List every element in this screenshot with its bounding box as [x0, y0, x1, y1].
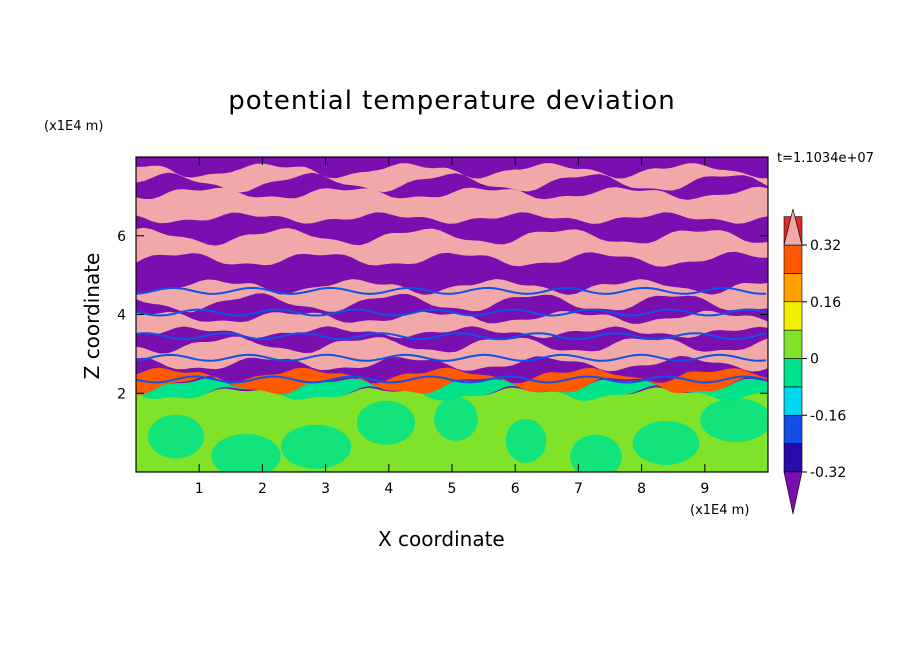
colorbar: 0.32 0.16 0 -0.16 -0.32	[783, 208, 846, 515]
colorbar-tick-label: 0	[810, 352, 819, 368]
x-tick-label: 5	[448, 481, 457, 497]
field-contour	[136, 375, 767, 384]
colorbar-segment	[783, 301, 803, 331]
x-tick-label: 4	[384, 481, 393, 497]
colorbar-segment	[783, 358, 803, 388]
field-contour	[136, 332, 767, 341]
field-band	[136, 174, 768, 200]
y-tick-label: 6	[117, 229, 126, 245]
field-band	[136, 227, 768, 267]
colorbar-extend-bottom	[783, 471, 803, 515]
field-band	[136, 157, 768, 175]
y-tick-label: 2	[117, 386, 126, 402]
field-band	[136, 357, 768, 380]
field-band	[136, 336, 768, 372]
colorbar-tick-label: -0.32	[810, 465, 846, 481]
time-label: t=1.1034e+07	[777, 151, 874, 166]
field-cell	[434, 396, 478, 441]
y-tick-label: 4	[117, 308, 126, 324]
field-cell	[280, 424, 352, 469]
colorbar-segment	[783, 273, 803, 303]
x-tick-label: 8	[637, 481, 646, 497]
field-cell	[148, 414, 204, 459]
colorbar-tick-label: 0.32	[810, 238, 841, 254]
field-cell	[632, 420, 700, 465]
field-cell	[211, 433, 281, 472]
field-contour	[136, 286, 766, 295]
field-band	[136, 208, 768, 246]
field-contour	[136, 308, 767, 317]
field-cell	[700, 398, 768, 442]
field-band	[136, 295, 768, 324]
x-tick-label: 9	[700, 481, 709, 497]
field-contour	[136, 353, 767, 362]
x-tick-label: 1	[195, 481, 204, 497]
x-axis-label: X coordinate	[378, 527, 505, 551]
colorbar-extend-top	[783, 208, 803, 246]
field-band	[136, 377, 768, 402]
colorbar-segment	[783, 329, 803, 359]
field-band	[136, 159, 768, 193]
colorbar-segment	[783, 414, 803, 444]
colorbar-tick-label: 0.16	[810, 295, 841, 311]
colorbar-segment	[783, 386, 803, 416]
x-tick-label: 2	[258, 481, 267, 497]
y-axis-unit: (x1E4 m)	[44, 119, 104, 134]
x-tick-label: 3	[321, 481, 330, 497]
plot-area	[136, 157, 768, 472]
colorbar-tick-label: -0.16	[810, 408, 846, 424]
colorbar-segment	[783, 443, 803, 473]
x-axis: 1 2 3 4 5 6 7 8 9	[195, 157, 709, 497]
field-band	[136, 322, 768, 354]
field-band	[136, 310, 768, 339]
field-cell	[505, 418, 547, 463]
field-cell	[356, 400, 416, 445]
chart-title: potential temperature deviation	[228, 86, 676, 116]
x-tick-label: 7	[574, 481, 583, 497]
field-band	[136, 253, 768, 291]
y-axis: 2 4 6	[117, 229, 768, 402]
colorbar-segment	[783, 244, 803, 274]
x-tick-label: 6	[511, 481, 520, 497]
field-cell	[570, 434, 622, 472]
field-band	[136, 186, 768, 224]
x-axis-unit: (x1E4 m)	[690, 503, 750, 518]
